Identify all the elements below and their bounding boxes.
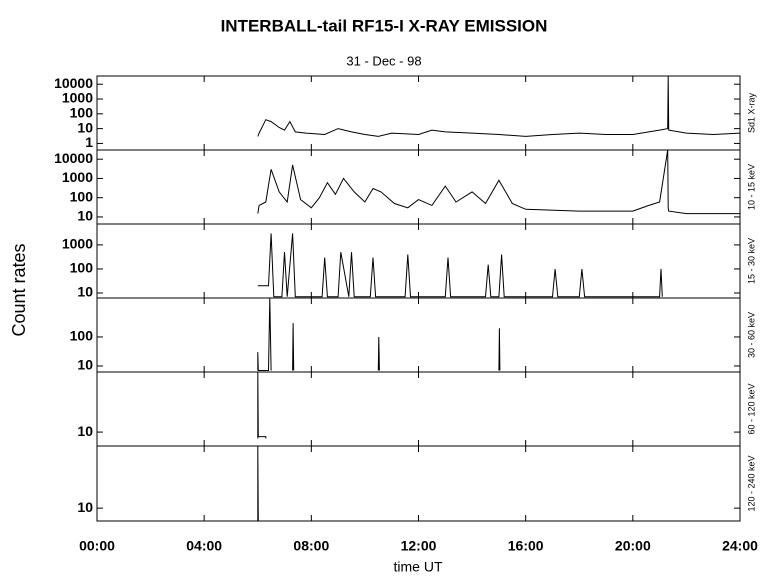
y-tick-label: 100 [70,260,94,276]
data-line [257,445,259,522]
y-tick-label: 100 [70,328,94,344]
x-tick-label: 16:00 [508,538,544,554]
y-tick-label: 1000 [62,169,93,185]
y-tick-label: 1 [85,134,93,150]
y-tick-label: 1000 [62,90,93,106]
x-tick-label: 12:00 [401,538,437,554]
y-tick-label: 10 [77,423,93,439]
x-axis-label: time UT [394,559,443,575]
panel-frame [96,149,741,225]
x-tick-label: 20:00 [615,538,651,554]
chart-subtitle: 31 - Dec - 98 [346,53,421,68]
panel-label: 15 - 30 keV [746,238,756,284]
x-tick-label: 24:00 [722,538,758,554]
y-axis-label: Count rates [9,243,29,336]
y-tick-label: 10 [77,499,93,515]
data-line [257,297,501,371]
x-tick-label: 00:00 [79,538,115,554]
x-tick-label: 08:00 [293,538,329,554]
y-tick-label: 10 [77,357,93,373]
y-tick-label: 10 [77,284,93,300]
panel-frame [96,223,741,299]
panel-label: 10 - 15 keV [746,164,756,210]
panel-frame [96,371,741,447]
panel-frame [96,445,741,522]
y-tick-label: 10000 [54,75,93,91]
y-tick-label: 10000 [54,150,93,166]
data-line [257,149,740,215]
panel-label: Sd1 X-ray [746,92,756,133]
panel-label: 60 - 120 keV [746,383,756,434]
y-tick-label: 10 [77,208,93,224]
panel-frame [96,297,741,373]
panel-label: 30 - 60 keV [746,312,756,358]
y-tick-label: 10 [77,119,93,135]
y-tick-label: 100 [70,188,94,204]
y-tick-label: 1000 [62,236,93,252]
data-line [257,233,663,298]
data-line [257,75,741,137]
panel-label: 120 - 240 keV [746,455,756,511]
chart-title: INTERBALL-tail RF15-I X-RAY EMISSION [221,16,548,35]
data-line [257,371,267,439]
y-tick-label: 100 [70,105,94,121]
panel-frame [96,75,741,151]
x-tick-label: 04:00 [186,538,222,554]
